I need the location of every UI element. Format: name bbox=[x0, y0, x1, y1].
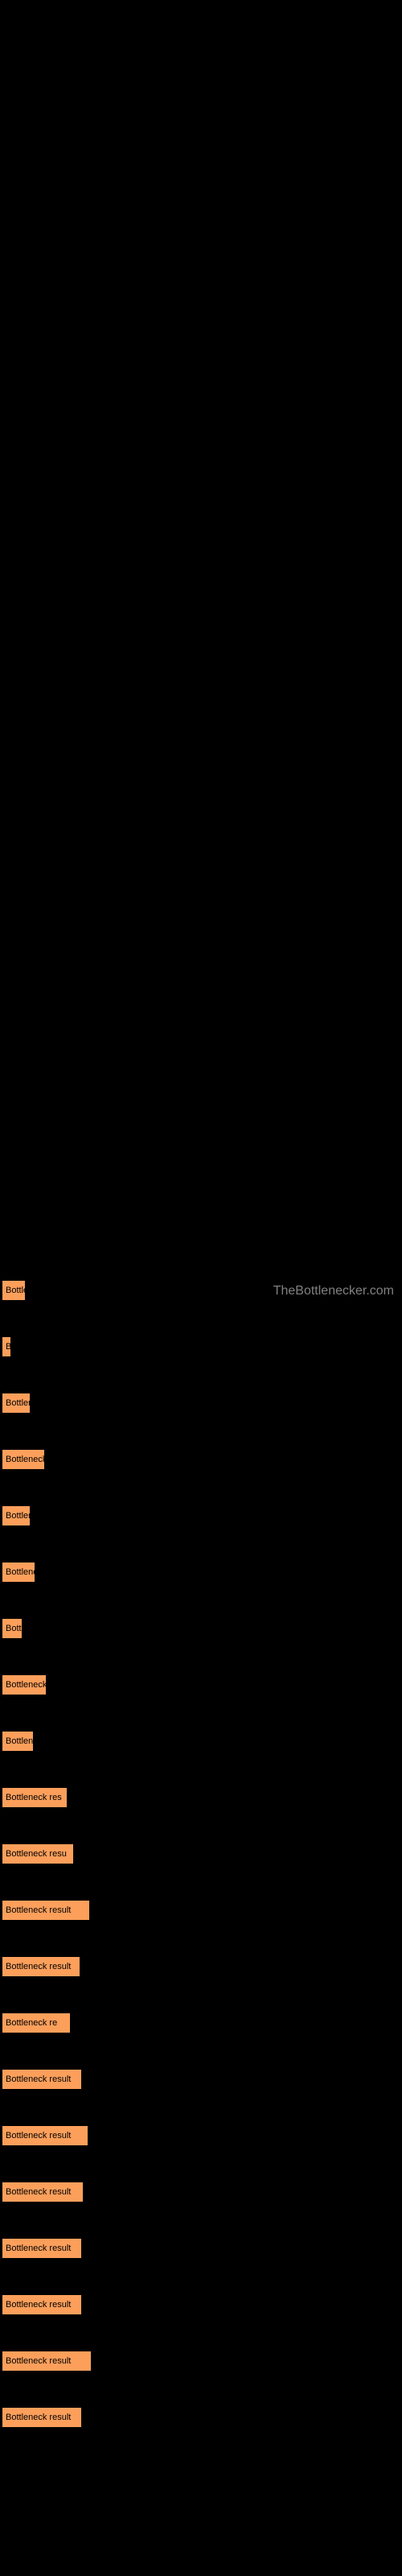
chart-bar: Bottle bbox=[2, 1280, 26, 1301]
chart-bar: Bottleneck re bbox=[2, 2013, 71, 2033]
chart-bar: Bottleneck result bbox=[2, 2182, 84, 2202]
chart-bar: Bottleneck result bbox=[2, 2069, 82, 2090]
chart-bar: Bottleneck result bbox=[2, 2351, 92, 2372]
chart-bar: Bottleneck result bbox=[2, 2125, 88, 2146]
chart-bar: Bottleneck bbox=[2, 1449, 45, 1470]
chart-bar: Bottleneck result bbox=[2, 2407, 82, 2428]
chart-bar: Bott bbox=[2, 1618, 23, 1639]
chart-bar: Bottlen bbox=[2, 1393, 31, 1414]
chart-bar: Bottleneck result bbox=[2, 1956, 80, 1977]
chart-bar: Bottleneck resu bbox=[2, 1843, 74, 1864]
chart-bar: Bottlen bbox=[2, 1731, 34, 1752]
chart-bar: Bottlene bbox=[2, 1562, 35, 1583]
chart-bar: B bbox=[2, 1336, 11, 1357]
chart-bar: Bottleneck result bbox=[2, 2238, 82, 2259]
chart-bar: Bottleneck bbox=[2, 1674, 47, 1695]
bar-chart: Bottle B Bottlen Bottleneck Bottler Bottlene B… bbox=[0, 1280, 402, 2428]
chart-bar: Bottleneck result bbox=[2, 1900, 90, 1921]
chart-bar: Bottleneck result bbox=[2, 2294, 82, 2315]
chart-bar: Bottler bbox=[2, 1505, 31, 1526]
chart-bar: Bottleneck res bbox=[2, 1787, 68, 1808]
